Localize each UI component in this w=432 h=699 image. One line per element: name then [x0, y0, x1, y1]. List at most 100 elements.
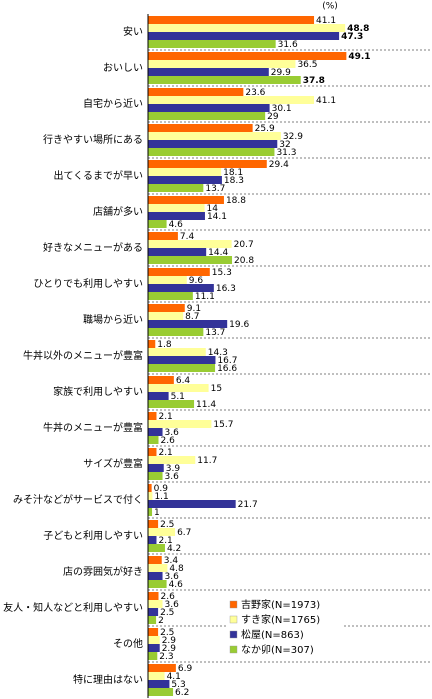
bar [148, 212, 205, 220]
value-label: 29.9 [271, 68, 291, 78]
value-label: 37.8 [303, 76, 325, 86]
bar [148, 628, 159, 636]
bar [148, 420, 212, 428]
value-label: 2.1 [158, 412, 172, 422]
value-label: 18.3 [224, 176, 244, 186]
bar [148, 220, 167, 228]
value-label: 20.8 [234, 256, 254, 266]
bar [148, 536, 157, 544]
value-label: 6.9 [178, 664, 193, 674]
bar [148, 688, 174, 696]
value-label: 31.3 [276, 148, 296, 158]
bar [148, 412, 157, 420]
bar [148, 556, 162, 564]
value-label: 16.3 [216, 284, 236, 294]
bar [148, 16, 315, 24]
value-label: 1.8 [157, 340, 172, 350]
category-label: 好きなメニューがある [43, 241, 143, 254]
bar [148, 196, 224, 204]
bar [148, 88, 244, 96]
value-label: 14.3 [208, 348, 228, 358]
bar [148, 580, 167, 588]
value-label: 3.6 [165, 428, 180, 438]
value-label: 1.1 [154, 492, 168, 502]
bar [148, 592, 159, 600]
bar [148, 456, 196, 464]
value-label: 5.3 [171, 680, 185, 690]
value-label: 4.2 [167, 544, 181, 554]
bar [148, 232, 178, 240]
bar [148, 68, 269, 76]
legend-label: なか卯(N=307) [241, 644, 314, 656]
value-label: 11.7 [197, 456, 217, 466]
bar [148, 124, 253, 132]
bar [148, 492, 153, 500]
bar [148, 356, 216, 364]
bar [148, 32, 340, 40]
category-label: 出てくるまでが早い [54, 169, 144, 182]
bar [148, 140, 278, 148]
value-label: 23.6 [245, 88, 265, 98]
legend-swatch [229, 630, 238, 639]
value-label: 11.4 [196, 400, 216, 410]
category-label: サイズが豊富 [83, 457, 143, 470]
bar [148, 256, 233, 264]
value-label: 2.1 [158, 536, 172, 546]
value-label: 14.1 [207, 212, 227, 222]
bar [148, 564, 168, 572]
bar [148, 448, 157, 456]
bar [148, 464, 164, 472]
bar [148, 24, 346, 32]
value-label: 20.7 [234, 240, 254, 250]
value-label: 32.9 [283, 132, 303, 142]
bar [148, 544, 165, 552]
value-label: 15 [211, 384, 222, 394]
value-label: 11.1 [195, 292, 215, 302]
category-label: 友人・知人などと利用しやすい [3, 601, 143, 614]
bar [148, 508, 153, 516]
value-label: 8.7 [185, 312, 199, 322]
value-label: 30.1 [272, 104, 292, 114]
bar [148, 96, 315, 104]
value-label: 29 [267, 112, 279, 122]
bar [148, 384, 209, 392]
bar [148, 284, 214, 292]
bar [148, 320, 228, 328]
value-label: 21.7 [238, 500, 258, 510]
bar [148, 104, 270, 112]
bar [148, 276, 187, 284]
value-label: 18.1 [223, 168, 243, 178]
bar [148, 184, 204, 192]
bar [148, 112, 266, 120]
bar [148, 40, 276, 48]
bar [148, 148, 275, 156]
bar [148, 312, 184, 320]
value-label: 3.6 [165, 472, 180, 482]
category-label: 店舗が多い [93, 205, 143, 218]
bar [148, 428, 163, 436]
bar [148, 364, 216, 372]
value-label: 2.6 [161, 592, 176, 602]
category-label: みそ汁などがサービスで付く [13, 493, 143, 506]
value-label: 9.1 [187, 304, 201, 314]
bar [148, 132, 281, 140]
value-label: 3.9 [166, 464, 181, 474]
bar [148, 652, 158, 660]
legend-swatch [229, 600, 238, 609]
bar [148, 176, 222, 184]
value-label: 14.4 [208, 248, 228, 258]
bar [148, 572, 163, 580]
legend-label: 松屋(N=863) [241, 628, 304, 641]
value-label: 6.2 [175, 688, 189, 698]
value-label: 41.1 [316, 16, 336, 26]
bar [148, 436, 159, 444]
category-label: 職場から近い [83, 313, 143, 326]
bar [148, 680, 170, 688]
bar [148, 292, 193, 300]
bar [148, 484, 152, 492]
bar [148, 52, 347, 60]
bar [148, 644, 160, 652]
value-label: 4.6 [169, 220, 184, 230]
bar [148, 248, 207, 256]
